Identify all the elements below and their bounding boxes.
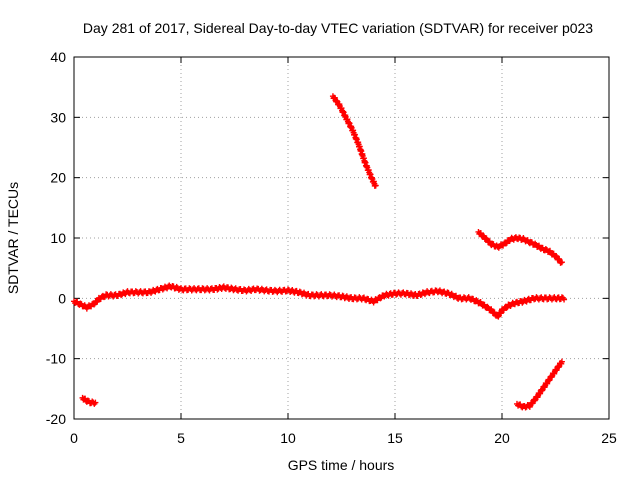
chart-title: Day 281 of 2017, Sidereal Day-to-day VTE… (83, 20, 593, 36)
series-main-band (71, 282, 568, 320)
x-tick-label: 15 (387, 430, 403, 446)
y-tick-label: -20 (46, 411, 66, 427)
y-axis: -20 -10 0 10 20 30 40 (46, 49, 609, 427)
y-tick-label: -10 (46, 351, 66, 367)
y-tick-label: 0 (58, 290, 66, 306)
y-tick-label: 10 (50, 230, 66, 246)
data-point-marker (542, 246, 549, 253)
series-lower-left-segment (79, 394, 99, 407)
x-tick-label: 5 (177, 430, 185, 446)
data-point-marker (473, 297, 480, 304)
series-lower-right-arc (513, 358, 565, 411)
x-tick-label: 10 (280, 430, 296, 446)
data-point-marker (502, 240, 509, 247)
data-point-marker (553, 252, 560, 259)
data-points (71, 93, 568, 411)
x-tick-label: 0 (70, 430, 78, 446)
data-point-marker (91, 301, 98, 308)
data-point-marker (503, 304, 510, 311)
data-point-marker (372, 182, 379, 189)
grid (74, 57, 609, 419)
series-upper-right-arc (475, 228, 565, 266)
data-point-marker (377, 295, 384, 302)
data-point-marker (92, 399, 99, 406)
y-tick-label: 40 (50, 49, 66, 65)
data-point-marker (484, 303, 491, 310)
y-axis-title: SDTVAR / TECUs (5, 182, 21, 294)
data-point-marker (558, 358, 565, 365)
x-axis-title: GPS time / hours (288, 457, 395, 473)
series-steep-arc (329, 93, 379, 189)
data-point-marker (531, 397, 538, 404)
data-point-marker (561, 296, 568, 303)
x-axis: 0 5 10 15 20 25 (70, 57, 617, 446)
data-point-marker (480, 232, 487, 239)
y-tick-label: 30 (50, 109, 66, 125)
y-tick-label: 20 (50, 170, 66, 186)
x-tick-label: 20 (494, 430, 510, 446)
data-point-marker (558, 259, 565, 266)
x-tick-label: 25 (601, 430, 617, 446)
